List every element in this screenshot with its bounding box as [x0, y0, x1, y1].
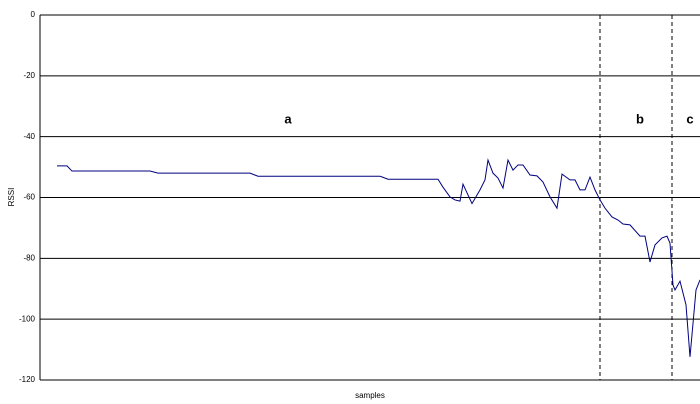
y-tick-label: -40 — [23, 132, 35, 141]
y-tick-label: -60 — [23, 193, 35, 202]
x-axis-label: samples — [355, 391, 385, 400]
y-tick-label: -100 — [19, 314, 36, 323]
region-label: a — [284, 111, 292, 126]
y-tick-label: -120 — [19, 375, 36, 384]
y-tick-label: -20 — [23, 71, 35, 80]
region-label: c — [686, 111, 693, 126]
y-tick-label: -80 — [23, 253, 35, 262]
y-tick-label: 0 — [31, 10, 36, 19]
region-label: b — [636, 111, 644, 126]
y-axis-label: RSSI — [7, 188, 16, 207]
data-line — [57, 158, 700, 357]
